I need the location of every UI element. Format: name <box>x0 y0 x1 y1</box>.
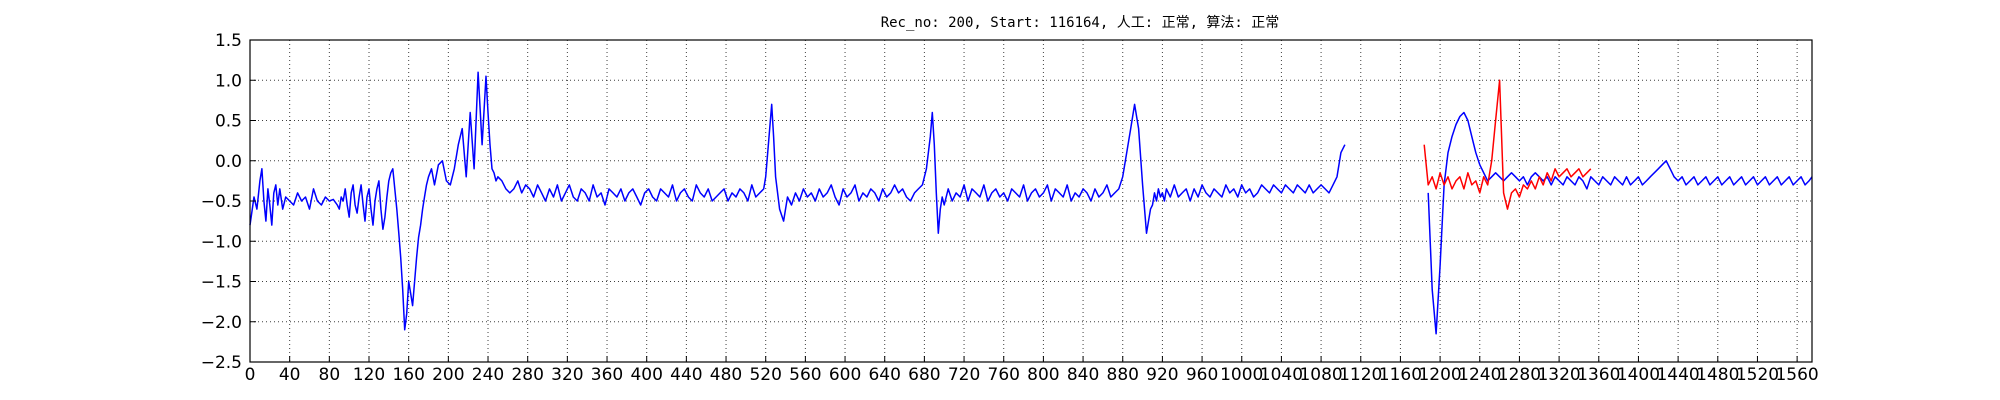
x-tick-label: 280 <box>511 365 543 385</box>
x-axis: 0 40 80 120 160 200 240 280 320 360 400 440 480 520 56… <box>245 356 1819 385</box>
x-tick-label: 1440 <box>1656 365 1699 385</box>
x-tick-label: 320 <box>551 365 583 385</box>
x-tick-label: 160 <box>392 365 424 385</box>
x-tick-label: 800 <box>1027 365 1059 385</box>
y-tick-label: −1.0 <box>201 232 242 252</box>
x-tick-label: 1320 <box>1537 365 1580 385</box>
y-tick-label: −2.5 <box>201 353 242 373</box>
x-tick-label: 1280 <box>1498 365 1541 385</box>
x-tick-label: 400 <box>630 365 662 385</box>
y-tick-label: −1.5 <box>201 273 242 293</box>
x-tick-label: 360 <box>591 365 623 385</box>
x-tick-label: 920 <box>1146 365 1178 385</box>
x-tick-label: 960 <box>1186 365 1218 385</box>
y-tick-label: 0.0 <box>215 152 242 172</box>
grid <box>249 39 1812 363</box>
x-tick-label: 240 <box>472 365 504 385</box>
x-tick-label: 1040 <box>1260 365 1303 385</box>
x-tick-label: 0 <box>245 365 256 385</box>
x-tick-label: 840 <box>1067 365 1099 385</box>
x-tick-label: 1360 <box>1577 365 1620 385</box>
y-tick-label: −0.5 <box>201 192 242 212</box>
x-tick-label: 440 <box>670 365 702 385</box>
x-tick-label: 880 <box>1107 365 1139 385</box>
x-tick-label: 120 <box>353 365 385 385</box>
x-tick-label: 40 <box>279 365 301 385</box>
y-axis: 1.5 1.0 0.5 0.0 −0.5 −1.0 −1.5 −2.0 −2.5 <box>201 31 256 373</box>
x-tick-label: 1120 <box>1339 365 1382 385</box>
x-tick-label: 680 <box>908 365 940 385</box>
x-tick-label: 1000 <box>1220 365 1263 385</box>
x-tick-label: 720 <box>948 365 980 385</box>
x-tick-label: 1080 <box>1299 365 1342 385</box>
y-tick-label: −2.0 <box>201 313 242 333</box>
series-line-signal <box>249 71 1346 331</box>
x-tick-label: 80 <box>319 365 341 385</box>
x-tick-label: 480 <box>710 365 742 385</box>
series-line-signal <box>1427 111 1813 335</box>
x-tick-label: 1160 <box>1379 365 1422 385</box>
y-tick-label: 1.5 <box>215 31 242 51</box>
x-tick-label: 760 <box>988 365 1020 385</box>
chart-title: Rec_no: 200, Start: 116164, 人工: 正常, 算法: … <box>881 15 1280 31</box>
x-tick-label: 200 <box>432 365 464 385</box>
x-tick-label: 1520 <box>1736 365 1779 385</box>
x-tick-label: 1480 <box>1696 365 1739 385</box>
x-tick-label: 1560 <box>1775 365 1818 385</box>
x-tick-label: 1400 <box>1617 365 1660 385</box>
y-tick-label: 1.0 <box>215 71 242 91</box>
x-tick-label: 560 <box>789 365 821 385</box>
x-tick-label: 520 <box>749 365 781 385</box>
x-tick-label: 600 <box>829 365 861 385</box>
series-line-segment-highlight <box>1423 79 1592 210</box>
x-tick-label: 1240 <box>1458 365 1501 385</box>
y-tick-label: 0.5 <box>215 112 242 132</box>
plot-area <box>249 71 1813 335</box>
x-tick-label: 640 <box>868 365 900 385</box>
x-tick-label: 1200 <box>1418 365 1461 385</box>
